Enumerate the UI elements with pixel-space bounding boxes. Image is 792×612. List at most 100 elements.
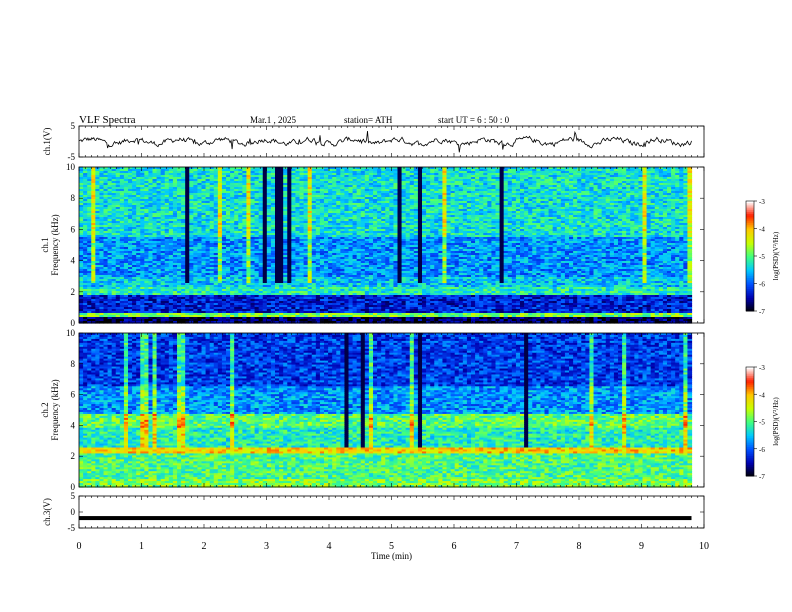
spec1-cell: [258, 195, 264, 198]
spec1-cell: [573, 199, 578, 202]
spec1-cell: [328, 195, 333, 198]
spec1-cell: [189, 185, 194, 188]
spec1-cell: [144, 197, 150, 200]
spec1-cell: [646, 191, 652, 194]
spec1-cell: [487, 195, 493, 198]
spec1-cell: [679, 167, 684, 170]
spec1-cell: [352, 211, 358, 214]
spec1-cell: [585, 205, 591, 208]
spec1-cell: [168, 193, 174, 196]
spec1-cell: [442, 175, 448, 178]
spec1-cell: [209, 173, 215, 176]
spec1-cell: [438, 185, 444, 188]
spec1-cell: [507, 169, 513, 172]
spec1-cell: [401, 199, 407, 202]
spec1-cell: [328, 177, 333, 180]
spec1-cell: [95, 199, 101, 202]
spec1-cell: [242, 183, 248, 186]
spec1-cell: [226, 211, 231, 214]
spec1-cell: [413, 167, 419, 170]
spec1-cell: [283, 183, 288, 186]
spec1-cell: [405, 211, 411, 214]
spec1-cell: [144, 199, 150, 202]
spec1-cell: [662, 213, 668, 216]
spec1-cell: [503, 213, 509, 216]
spec1-cell: [417, 203, 423, 206]
spec1-cell: [569, 197, 574, 200]
spec1-cell: [544, 185, 550, 188]
spec1-cell: [217, 213, 223, 216]
spec1-cell: [601, 181, 607, 184]
spec1-cell: [213, 219, 219, 222]
spec1-cell: [438, 183, 444, 186]
spec1-cell: [622, 189, 627, 192]
spec1-cell: [393, 173, 399, 176]
spec1-cell: [638, 171, 644, 174]
spec1-cell: [430, 187, 435, 190]
spec1-cell: [540, 197, 546, 200]
spec1-cell: [332, 195, 337, 198]
spec1-cell: [164, 167, 170, 170]
spec1-cell: [324, 175, 329, 178]
spec1-cell: [226, 217, 231, 220]
spec1-cell: [507, 175, 513, 178]
spec1-cell: [332, 177, 337, 180]
spec1-cell: [442, 171, 448, 174]
spec1-cell: [205, 187, 211, 190]
spec1-cell: [307, 201, 313, 204]
spec1-cell: [552, 193, 558, 196]
spec1-cell: [275, 171, 280, 174]
spec1-cell: [226, 175, 231, 178]
spec1-cell: [340, 215, 346, 218]
spec1-cell: [234, 167, 239, 170]
spec1-cell: [426, 217, 431, 220]
spec1-cell: [683, 189, 689, 192]
spec1-cell: [409, 175, 415, 178]
spec1-cell: [270, 193, 276, 196]
spec1-cell: [266, 209, 272, 212]
spec1-cell: [119, 197, 125, 200]
spec1-cell: [79, 189, 84, 192]
spec1-cell: [287, 193, 292, 196]
spec1-cell: [667, 207, 672, 210]
spec1-cell: [185, 169, 190, 172]
spec1-cell: [442, 169, 448, 172]
spec1-cell: [495, 213, 501, 216]
spec1-cell: [262, 201, 268, 204]
spec1-cell: [626, 195, 631, 198]
spec1-cell: [238, 179, 243, 182]
spec1-cell: [287, 195, 292, 198]
spec1-cell: [364, 197, 370, 200]
spec1-cell: [589, 169, 595, 172]
spec1-cell: [397, 171, 403, 174]
spec1-cell: [136, 201, 141, 204]
spec1-cell: [642, 179, 648, 182]
spec1-cell: [479, 203, 484, 206]
spec1-cell: [475, 171, 480, 174]
spec1-cell: [148, 205, 154, 208]
spec1-cell: [569, 193, 574, 196]
spec1-cell: [475, 187, 480, 190]
spec1-cell: [262, 193, 268, 196]
spec1-cell: [287, 203, 292, 206]
spec1-cell: [234, 197, 239, 200]
spec1-cell: [221, 181, 227, 184]
spec1-cell: [634, 181, 640, 184]
spec1-cell: [352, 201, 358, 204]
spec1-cell: [658, 185, 664, 188]
spec1-cell: [650, 213, 656, 216]
spec1-cell: [499, 179, 505, 182]
spec1-cell: [340, 219, 346, 222]
spec1-cell: [189, 195, 194, 198]
spec1-cell: [556, 213, 562, 216]
spec1-cell: [593, 195, 599, 198]
spec1-cell: [266, 177, 272, 180]
spec1-cell: [446, 167, 452, 170]
spec1-cell: [495, 217, 501, 220]
spec1-cell: [471, 195, 476, 198]
spec1-cell: [115, 173, 121, 176]
spec1-cell: [221, 193, 227, 196]
spec1-cell: [189, 215, 194, 218]
spec1-cell: [409, 199, 415, 202]
spec1-cell: [119, 189, 125, 192]
